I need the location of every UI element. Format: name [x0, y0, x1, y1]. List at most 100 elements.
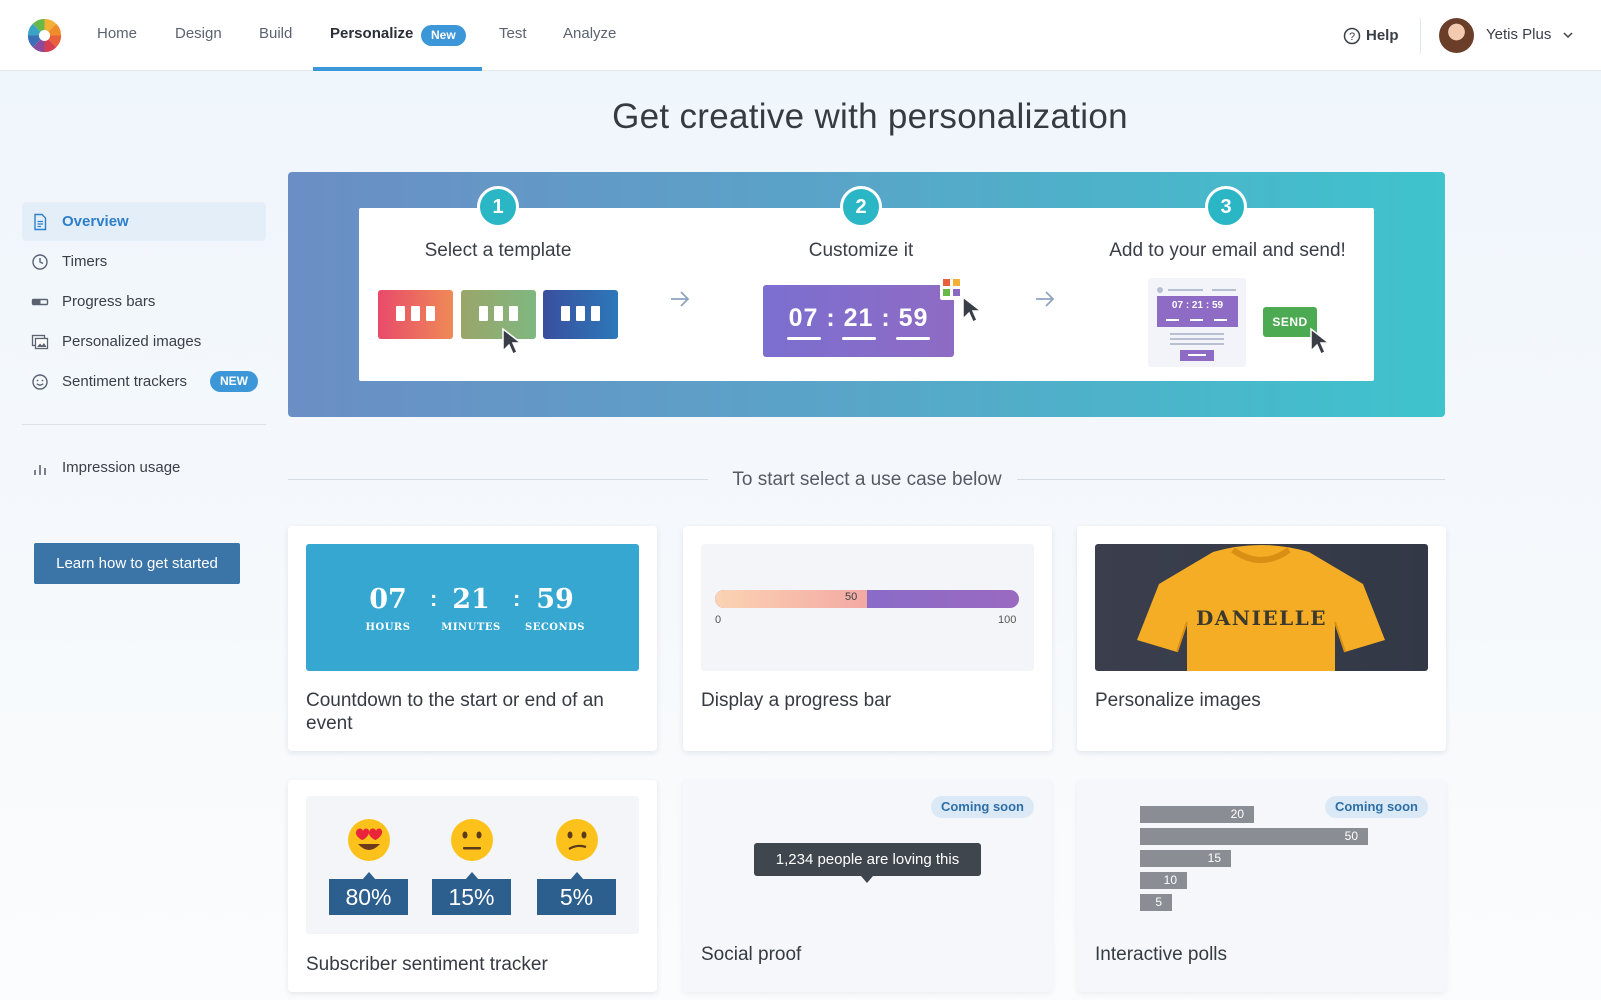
tooltip-arrow: [861, 876, 873, 883]
step-number: 2: [840, 186, 882, 228]
coming-soon-badge: Coming soon: [1324, 796, 1428, 818]
template-thumbnail: [378, 290, 453, 339]
sidebar-item-label: Progress bars: [62, 293, 156, 310]
card-sentiment-tracker[interactable]: 80% 15% 5% Subscriber sentiment tracker: [288, 780, 657, 992]
help-link[interactable]: Help: [1366, 27, 1399, 44]
svg-text:?: ?: [1349, 31, 1355, 43]
progress-preview: 50 0 100: [701, 544, 1034, 671]
avatar[interactable]: [1439, 18, 1474, 53]
nav-divider: [1420, 18, 1421, 54]
tooltip-arrow: [362, 872, 376, 880]
card-countdown[interactable]: 07 : 21 : 59 HOURS MINUTES SECONDS Count…: [288, 526, 657, 751]
smiley-icon: [32, 374, 48, 390]
countdown-seconds-label: SECONDS: [524, 622, 586, 633]
nav-home[interactable]: Home: [97, 25, 138, 42]
shirt-name: DANIELLE: [1195, 606, 1328, 630]
tooltip-arrow: [570, 872, 584, 880]
sidebar-item-progress-bars[interactable]: Progress bars: [22, 282, 266, 321]
progress-value: 50: [845, 591, 858, 603]
sidebar-item-impression-usage[interactable]: Impression usage: [22, 448, 266, 487]
step-number: 1: [477, 186, 519, 228]
step-title: Select a template: [424, 240, 572, 261]
images-icon: [31, 334, 49, 350]
countdown-hours: 07: [369, 584, 407, 615]
nav-test[interactable]: Test: [499, 25, 527, 42]
progress-fill: [715, 590, 867, 608]
card-social-proof: Coming soon 1,234 people are loving this…: [683, 780, 1052, 992]
chevron-down-icon[interactable]: [1562, 30, 1574, 40]
tshirt-icon: [1137, 545, 1385, 671]
sidebar-item-personalized-images[interactable]: Personalized images: [22, 322, 266, 361]
step-title: Add to your email and send!: [1109, 240, 1346, 261]
poll-bar: 5: [1140, 894, 1172, 911]
sidebar-item-overview[interactable]: Overview: [22, 202, 266, 241]
countdown-preview: 07 : 21 : 59 HOURS MINUTES SECONDS: [306, 544, 639, 671]
template-thumbnail: [543, 290, 618, 339]
step-title: Customize it: [808, 240, 914, 261]
color-palette-icon: [940, 276, 964, 300]
new-badge: New: [421, 25, 466, 46]
coming-soon-badge: Coming soon: [930, 796, 1034, 818]
document-icon: [34, 213, 47, 231]
tshirt-image: DANIELLE: [1095, 544, 1428, 671]
card-progress-bar[interactable]: 50 0 100 Display a progress bar: [683, 526, 1052, 751]
poll-bar: 10: [1140, 872, 1187, 889]
countdown-seconds: 59: [536, 584, 574, 615]
sidebar-item-timers[interactable]: Timers: [22, 242, 266, 281]
card-title: Display a progress bar: [701, 690, 892, 711]
social-proof-tooltip: 1,234 people are loving this: [754, 843, 981, 876]
email-lines: [1157, 287, 1238, 361]
arrow-right-icon: [1036, 291, 1055, 307]
timer-value: 07 : 21 : 59: [788, 304, 929, 332]
cursor-icon: [502, 327, 524, 356]
arrow-right-icon: [671, 291, 690, 307]
nav-design[interactable]: Design: [175, 25, 222, 42]
cursor-icon: [1310, 327, 1332, 356]
progress-track: [715, 590, 1019, 608]
heart-eyes-emoji-icon: [348, 819, 390, 861]
countdown-minutes: 21: [452, 584, 490, 615]
sidebar-item-label: Personalized images: [62, 333, 202, 350]
card-personalize-images[interactable]: DANIELLE Personalize images: [1077, 526, 1446, 751]
sidebar-item-sentiment-trackers[interactable]: Sentiment trackers NEW: [22, 362, 266, 401]
mini-timer: 07 : 21 : 59: [1171, 300, 1224, 311]
progress-bar-icon: [31, 298, 49, 306]
send-button-illustration: SEND: [1263, 307, 1317, 337]
help-icon[interactable]: ?: [1343, 27, 1361, 45]
nav-build[interactable]: Build: [259, 25, 293, 42]
template-thumbnail: [461, 290, 536, 339]
sidebar-item-label: Overview: [62, 213, 129, 230]
card-title: Countdown to the start or end of an even…: [306, 690, 604, 734]
neutral-face-emoji-icon: [451, 819, 493, 861]
timer-preview: 07 : 21 : 59: [763, 285, 954, 357]
colon: :: [430, 586, 438, 611]
countdown-hours-label: HOURS: [365, 622, 411, 633]
sidebar-divider: [22, 424, 266, 425]
learn-how-button[interactable]: Learn how to get started: [34, 543, 240, 584]
poll-bar: 50: [1140, 828, 1368, 845]
tooltip-arrow: [465, 872, 479, 880]
user-name[interactable]: Yetis Plus: [1486, 26, 1552, 43]
nav-personalize[interactable]: Personalize: [330, 25, 414, 42]
card-title: Social proof: [701, 944, 802, 965]
sidebar-item-label: Impression usage: [62, 459, 181, 476]
step-number: 3: [1205, 186, 1247, 228]
sentiment-percent: 80%: [329, 879, 408, 915]
use-case-label: To start select a use case below: [732, 469, 1002, 490]
email-preview: 07 : 21 : 59: [1148, 278, 1246, 367]
poll-bar: 15: [1140, 850, 1231, 867]
clock-icon: [32, 254, 48, 270]
divider-line: [288, 479, 708, 480]
sentiment-percent: 15%: [432, 879, 511, 915]
confused-face-emoji-icon: [556, 819, 598, 861]
colon: :: [513, 586, 521, 611]
progress-min: 0: [715, 614, 722, 626]
card-interactive-polls: Coming soon 20 50 15 10 5 Interactive po…: [1077, 780, 1446, 992]
sidebar-item-label: Timers: [62, 253, 108, 270]
nav-analyze[interactable]: Analyze: [563, 25, 617, 42]
sentiment-percent: 5%: [537, 879, 616, 915]
logo-icon[interactable]: [26, 17, 63, 54]
poll-bar: 20: [1140, 806, 1254, 823]
countdown-minutes-label: MINUTES: [441, 622, 501, 633]
new-badge: NEW: [210, 371, 258, 392]
